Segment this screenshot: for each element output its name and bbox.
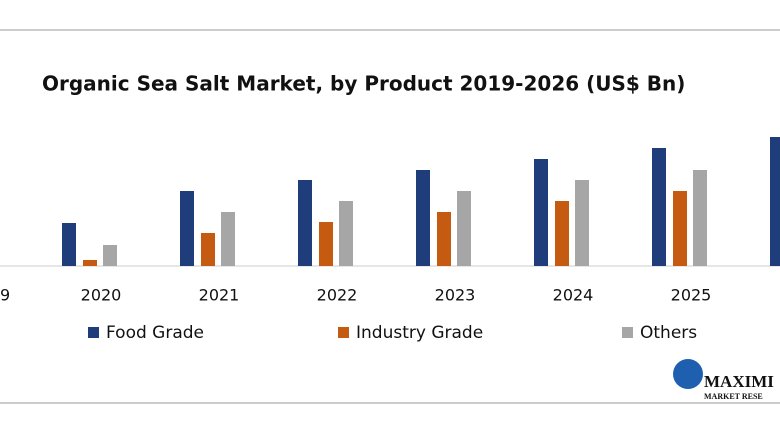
- logo-subtext: MARKET RESE: [704, 392, 763, 401]
- bar: [416, 170, 430, 266]
- legend-swatch: [338, 327, 349, 338]
- bar: [770, 137, 780, 266]
- legend-label: Food Grade: [106, 323, 204, 343]
- bar: [298, 180, 312, 266]
- bar: [180, 191, 194, 266]
- chart-title: Organic Sea Salt Market, by Product 2019…: [42, 72, 685, 96]
- bar: [534, 159, 548, 266]
- bar: [221, 212, 235, 266]
- bar: [437, 212, 451, 266]
- bar: [83, 260, 97, 266]
- bar: [319, 222, 333, 266]
- frame: [0, 29, 780, 404]
- x-tick-label: 2025: [671, 286, 712, 305]
- x-tick-label: 2020: [81, 286, 122, 305]
- x-tick-label: 2021: [199, 286, 240, 305]
- bar: [575, 180, 589, 266]
- bar: [652, 148, 666, 266]
- bar: [673, 191, 687, 266]
- logo-globe: [673, 359, 703, 389]
- logo-text: MAXIMI: [704, 372, 774, 391]
- bar: [457, 191, 471, 266]
- x-tick-label: 2023: [435, 286, 476, 305]
- bar: [103, 245, 117, 266]
- bar: [339, 201, 353, 266]
- x-tick-label: 2022: [317, 286, 358, 305]
- bar: [62, 223, 76, 266]
- legend-swatch: [88, 327, 99, 338]
- legend-label: Industry Grade: [356, 323, 483, 343]
- x-tick-label: 9: [0, 286, 10, 305]
- bar: [555, 201, 569, 266]
- logo: MAXIMI MARKET RESE: [673, 359, 774, 401]
- x-tick-label: 2024: [553, 286, 594, 305]
- legend-swatch: [622, 327, 633, 338]
- bar: [693, 170, 707, 266]
- legend-label: Others: [640, 323, 697, 343]
- bar: [201, 233, 215, 266]
